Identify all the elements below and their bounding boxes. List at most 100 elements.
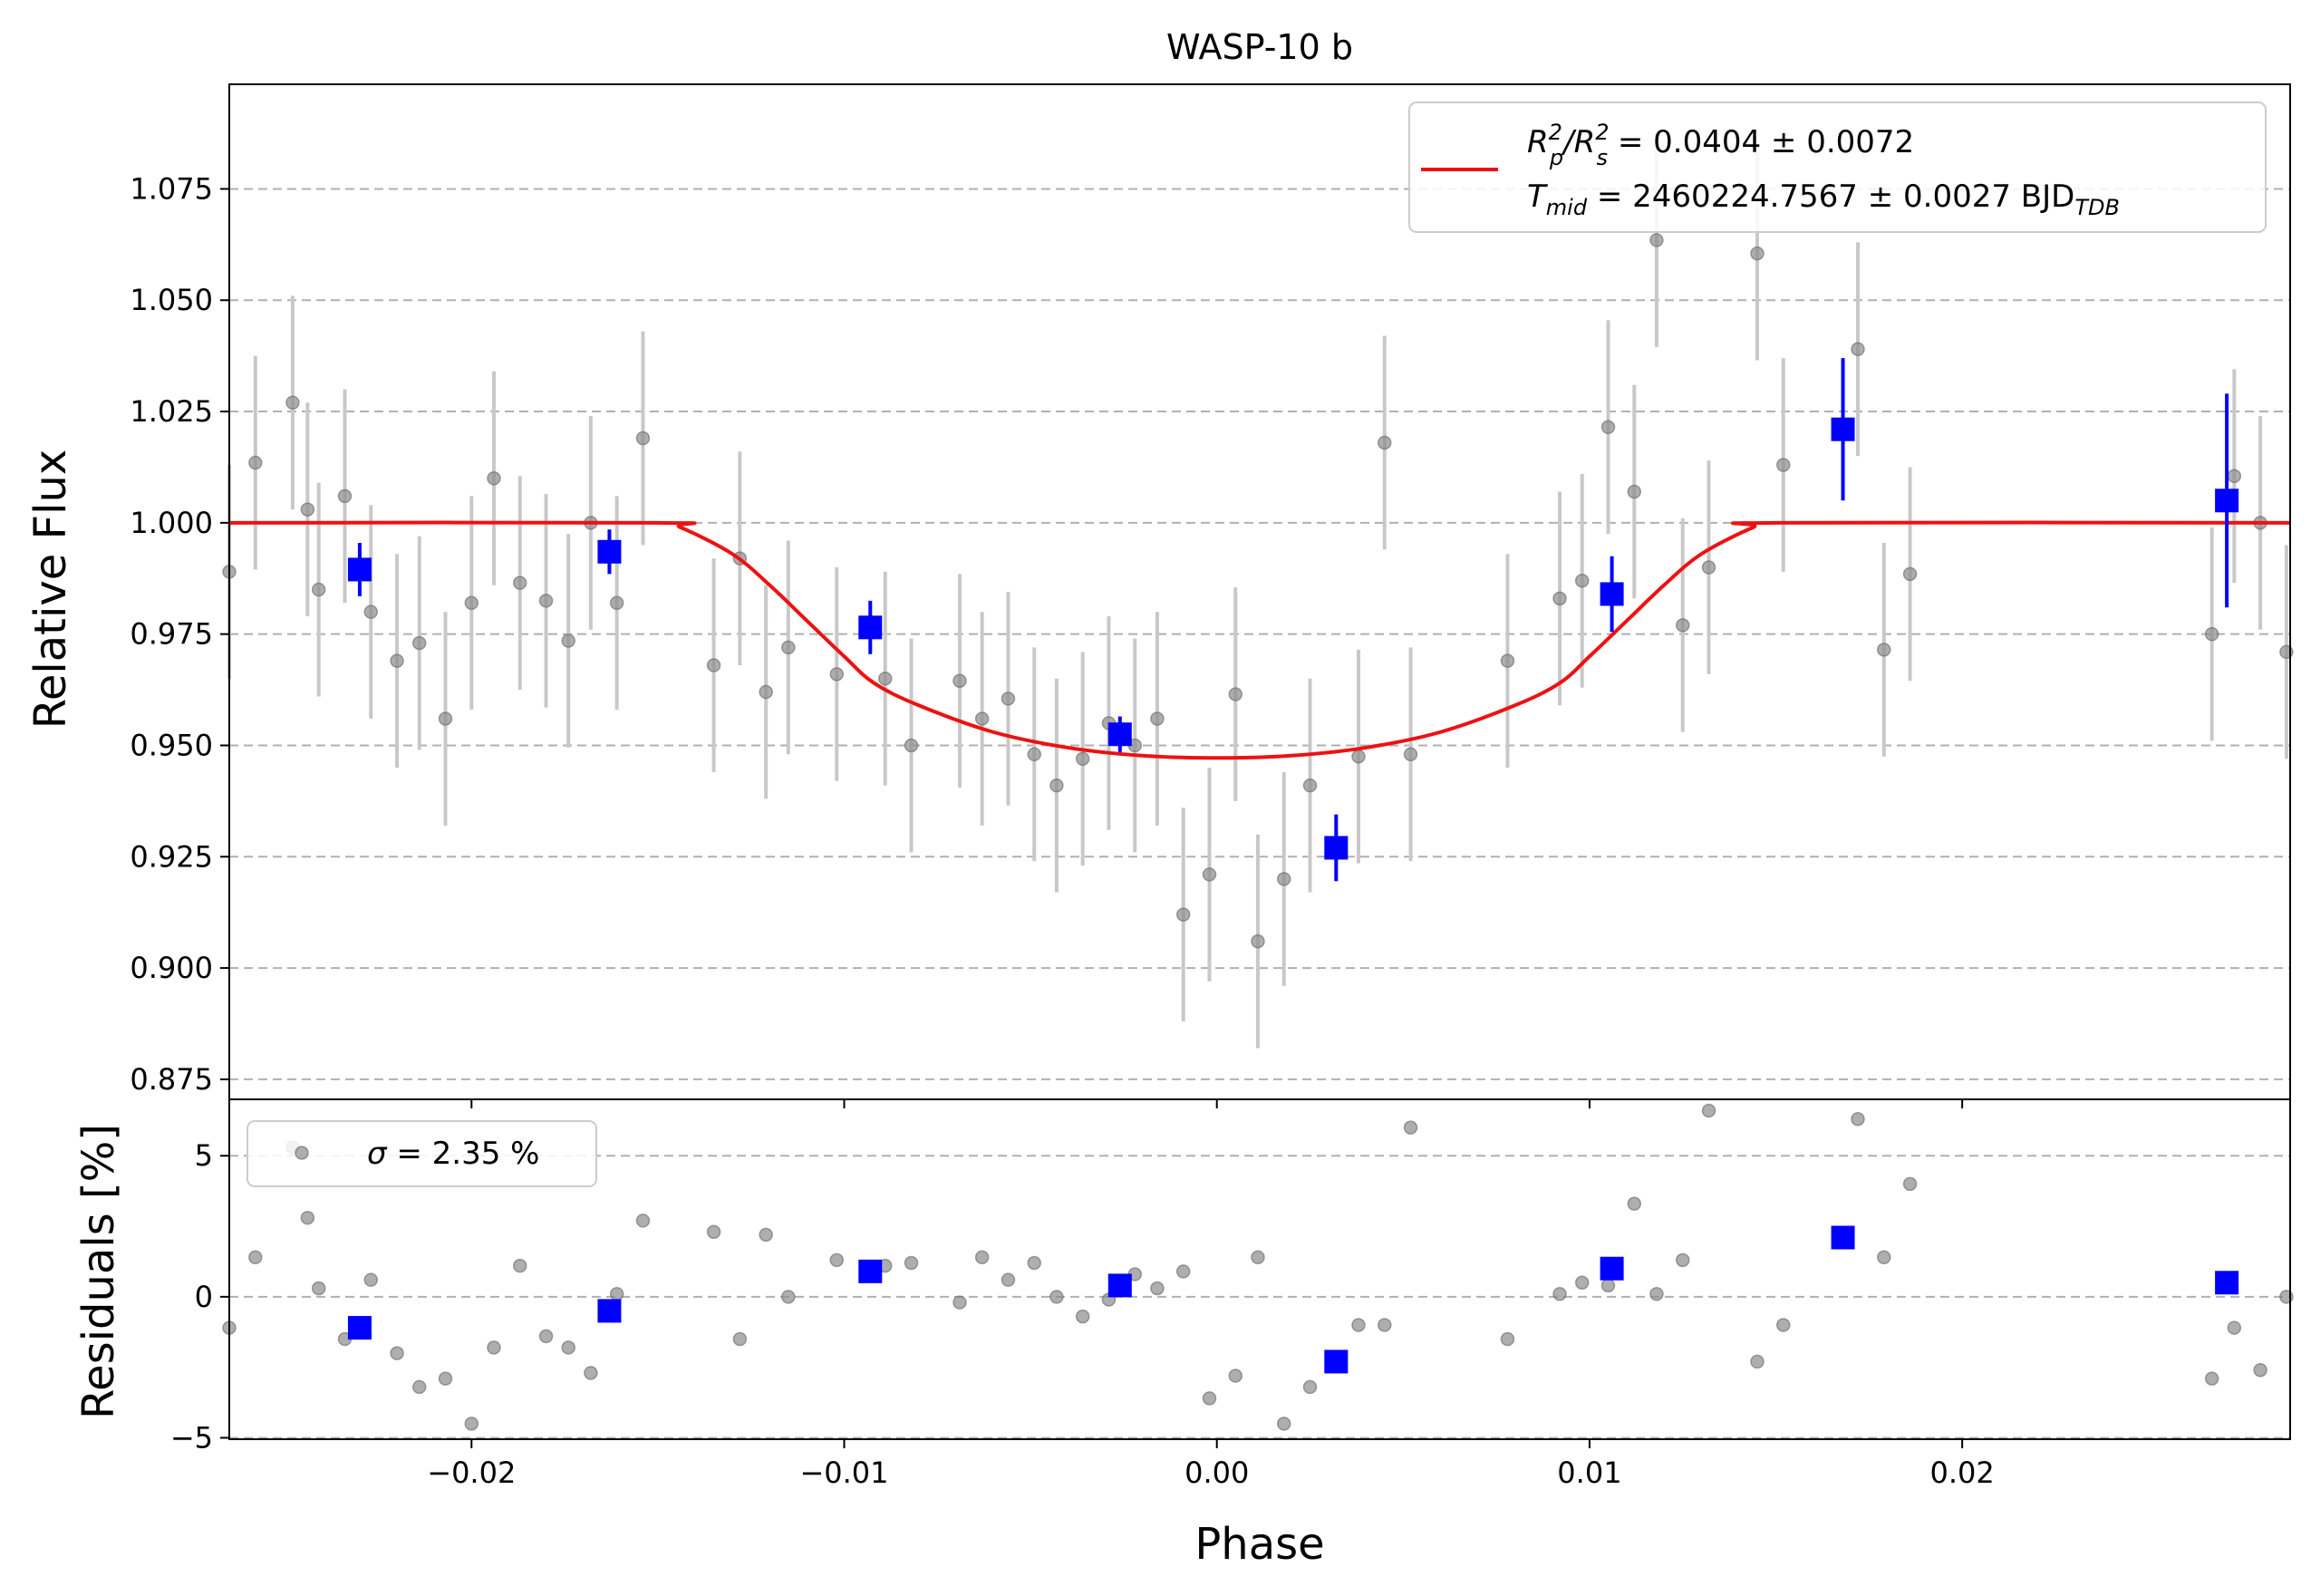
- residual-point: [1776, 1318, 1791, 1332]
- unbinned-point: [1251, 933, 1265, 949]
- residual-point: [1001, 1272, 1016, 1287]
- unbinned-point: [1175, 907, 1191, 922]
- unbinned-point: [904, 738, 919, 753]
- residual-point: [1351, 1318, 1366, 1332]
- unbinned-point: [1750, 246, 1765, 261]
- unbinned-point: [487, 470, 501, 486]
- residual-legend: σ = 2.35 %: [247, 1120, 597, 1187]
- top-y-ticks: 0.875 0.900 0.925 0.950 0.975 1.000 1.025 1.050…: [130, 171, 229, 1097]
- residual-point: [1175, 1264, 1191, 1279]
- unbinned-point: [1378, 435, 1392, 450]
- unbinned-point: [1276, 872, 1291, 886]
- unbinned-point: [1351, 750, 1366, 764]
- residual-point: [952, 1295, 967, 1310]
- unbinned-point: [1877, 643, 1891, 657]
- unbinned-point: [1776, 458, 1791, 472]
- bottom-y-tick-label: −5: [170, 1420, 213, 1455]
- residual-binned-point: [2215, 1271, 2239, 1295]
- legend-mid-time: Tmid = 2460224.7567 ± 0.0027 BJDTDB: [1527, 179, 2120, 220]
- top-y-axis-label: Relative Flux: [25, 450, 76, 730]
- unbinned-point: [512, 576, 527, 590]
- bottom-gridlines: [229, 1155, 2290, 1439]
- residual-point: [1276, 1417, 1291, 1431]
- bottom-x-ticks: −0.02 −0.01 0.00 0.01 0.02: [427, 1439, 1995, 1490]
- unbinned-point: [363, 605, 379, 619]
- unbinned-point: [1403, 747, 1418, 762]
- unbinned-point: [974, 711, 990, 726]
- residual-point: [1552, 1286, 1567, 1301]
- residual-point: [487, 1340, 501, 1355]
- unbinned-point: [1075, 751, 1090, 766]
- top-y-tick-label: 0.925: [130, 839, 213, 874]
- unbinned-point: [538, 594, 554, 608]
- residual-point: [1228, 1369, 1243, 1383]
- x-tick-label: −0.02: [427, 1456, 516, 1490]
- top-gridlines: [229, 188, 2290, 1080]
- residual-point: [759, 1227, 773, 1243]
- bottom-y-tick-label: 5: [195, 1138, 213, 1173]
- residual-point: [2204, 1371, 2219, 1386]
- unbinned-point: [1675, 618, 1690, 633]
- x-tick-label: 0.00: [1185, 1456, 1249, 1490]
- unbinned-point: [829, 667, 845, 682]
- unbinned-point: [1701, 560, 1716, 575]
- residual-point: [609, 1286, 624, 1301]
- unbinned-point: [1500, 653, 1515, 668]
- top-y-tick-label: 1.050: [130, 283, 213, 317]
- top-binned-points: [347, 358, 2239, 882]
- residual-point: [438, 1371, 453, 1386]
- residual-point: [2227, 1320, 2242, 1335]
- transit-model-curve: [228, 520, 2291, 760]
- unbinned-point: [706, 658, 721, 672]
- residual-binned-point: [1831, 1225, 1855, 1250]
- model-legend-box: [1408, 102, 2267, 233]
- residual-binned-point: [597, 1299, 622, 1323]
- unbinned-point: [1649, 233, 1664, 247]
- residual-point: [311, 1281, 326, 1296]
- unbinned-point: [877, 672, 893, 686]
- unbinned-point: [337, 488, 353, 504]
- residual-point: [363, 1272, 379, 1287]
- residual-point: [635, 1214, 651, 1228]
- unbinned-point: [635, 430, 651, 446]
- unbinned-point: [1228, 687, 1243, 701]
- unbinned-point: [1552, 591, 1567, 606]
- unbinned-point: [1574, 573, 1590, 588]
- bottom-y-tick-label: 0: [195, 1280, 213, 1314]
- unbinned-point: [1627, 484, 1642, 499]
- residual-binned-point: [347, 1316, 372, 1340]
- residual-point: [974, 1250, 990, 1265]
- unbinned-point: [2227, 469, 2242, 484]
- top-x-ticks: [470, 1099, 1964, 1108]
- residual-point: [300, 1210, 315, 1225]
- top-y-tick-label: 0.875: [130, 1062, 213, 1097]
- unbinned-point: [438, 711, 453, 726]
- chart-title: WASP-10 b: [1166, 27, 1353, 67]
- residual-point: [1877, 1250, 1891, 1265]
- top-unbinned-errorbars: [227, 133, 2288, 1049]
- residual-point: [1851, 1112, 1865, 1127]
- bottom-axes-frame: [228, 1098, 2291, 1440]
- top-y-tick-label: 0.950: [130, 728, 213, 762]
- x-axis-label: Phase: [1194, 1519, 1324, 1570]
- residual-point: [390, 1346, 404, 1360]
- residual-point: [1649, 1286, 1664, 1301]
- residual-binned-point: [1600, 1256, 1624, 1281]
- residual-point: [1627, 1196, 1642, 1211]
- residual-point: [1403, 1120, 1418, 1135]
- unbinned-point: [1049, 778, 1064, 793]
- unbinned-point: [759, 684, 773, 700]
- residual-point: [1750, 1354, 1765, 1369]
- unbinned-point: [561, 634, 575, 648]
- unbinned-point: [1302, 778, 1318, 793]
- top-y-tick-label: 1.000: [130, 506, 213, 540]
- residual-point: [1500, 1331, 1515, 1347]
- residual-point: [732, 1331, 748, 1347]
- binned-point: [2215, 488, 2239, 513]
- residual-binned-point: [1107, 1273, 1132, 1298]
- residual-binned-point: [1324, 1349, 1349, 1374]
- unbinned-point: [300, 502, 315, 517]
- unbinned-point: [1027, 747, 1041, 762]
- unbinned-point: [311, 582, 326, 597]
